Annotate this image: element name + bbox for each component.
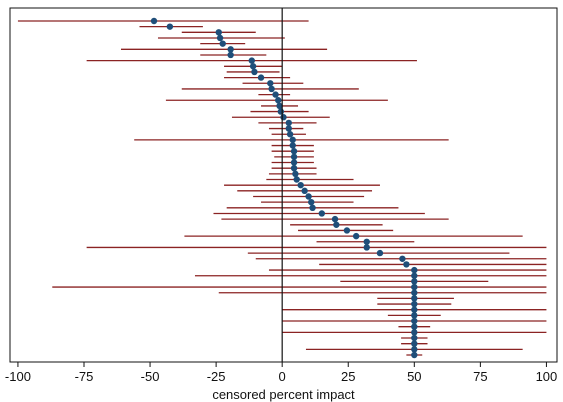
estimate-point bbox=[286, 131, 294, 138]
estimate-point bbox=[293, 176, 300, 183]
estimate-point bbox=[411, 346, 418, 353]
estimate-point bbox=[376, 249, 384, 257]
estimate-point bbox=[290, 148, 298, 155]
estimate-point bbox=[309, 204, 316, 212]
estimate-point bbox=[411, 317, 418, 325]
estimate-point bbox=[411, 306, 418, 313]
estimate-point bbox=[411, 334, 418, 342]
estimate-point bbox=[411, 289, 418, 296]
estimate-point bbox=[411, 272, 418, 279]
x-tick-label: 50 bbox=[407, 369, 421, 384]
estimate-point bbox=[290, 153, 298, 161]
estimate-point bbox=[267, 80, 274, 87]
estimate-point bbox=[331, 215, 339, 223]
estimate-point bbox=[318, 210, 326, 217]
estimate-point bbox=[285, 119, 292, 127]
x-tick-label: 25 bbox=[341, 369, 355, 384]
estimate-point bbox=[289, 142, 296, 149]
estimate-point bbox=[216, 34, 224, 42]
estimate-point bbox=[363, 244, 370, 251]
x-tick-label: 0 bbox=[279, 369, 286, 384]
estimate-point bbox=[411, 283, 418, 291]
estimate-point bbox=[305, 193, 312, 200]
plot-frame bbox=[9, 7, 558, 363]
estimate-point bbox=[150, 17, 158, 25]
x-tick-label: -25 bbox=[207, 369, 226, 384]
x-tick-label: 100 bbox=[536, 369, 558, 384]
x-tick-label: -100 bbox=[5, 369, 31, 384]
estimate-point bbox=[248, 57, 255, 64]
estimate-point bbox=[411, 351, 418, 359]
estimate-point bbox=[297, 181, 304, 189]
estimate-point bbox=[411, 300, 418, 308]
estimate-point bbox=[257, 74, 265, 81]
estimate-point bbox=[411, 266, 418, 274]
estimate-point bbox=[272, 91, 279, 98]
x-tick-label: 75 bbox=[473, 369, 487, 384]
estimate-point bbox=[352, 232, 360, 240]
estimate-point bbox=[411, 329, 418, 336]
estimate-point bbox=[290, 164, 298, 172]
estimate-point bbox=[411, 323, 418, 330]
estimate-point bbox=[249, 63, 257, 70]
estimate-point bbox=[268, 85, 275, 93]
estimate-point bbox=[411, 278, 418, 285]
estimate-point bbox=[276, 102, 283, 110]
estimate-point bbox=[251, 68, 258, 76]
estimate-point bbox=[333, 221, 340, 228]
estimate-series bbox=[150, 17, 418, 359]
estimate-point bbox=[363, 238, 370, 245]
estimate-point bbox=[411, 295, 418, 302]
estimate-point bbox=[227, 51, 234, 59]
estimate-point bbox=[301, 187, 308, 195]
estimate-point bbox=[227, 46, 234, 53]
estimate-point bbox=[411, 340, 418, 347]
estimate-point bbox=[290, 159, 298, 166]
estimate-point bbox=[280, 114, 287, 121]
x-axis: -100 -75 -50 -25 0 25 50 75 100 bbox=[5, 362, 557, 384]
estimate-point bbox=[411, 312, 418, 319]
estimate-point bbox=[275, 97, 282, 104]
estimate-point bbox=[289, 136, 296, 144]
x-tick-label: -75 bbox=[75, 369, 94, 384]
estimate-point bbox=[277, 108, 285, 115]
estimate-point bbox=[308, 198, 315, 206]
estimate-point bbox=[219, 40, 226, 47]
estimate-point bbox=[343, 227, 351, 234]
estimate-point bbox=[215, 29, 222, 36]
x-axis-title: censored percent impact bbox=[212, 387, 355, 402]
estimate-point bbox=[399, 255, 406, 262]
estimate-point bbox=[166, 23, 174, 30]
x-tick-label: -50 bbox=[141, 369, 160, 384]
estimate-point bbox=[292, 170, 299, 178]
estimate-point bbox=[285, 125, 292, 132]
estimate-point bbox=[403, 261, 410, 268]
